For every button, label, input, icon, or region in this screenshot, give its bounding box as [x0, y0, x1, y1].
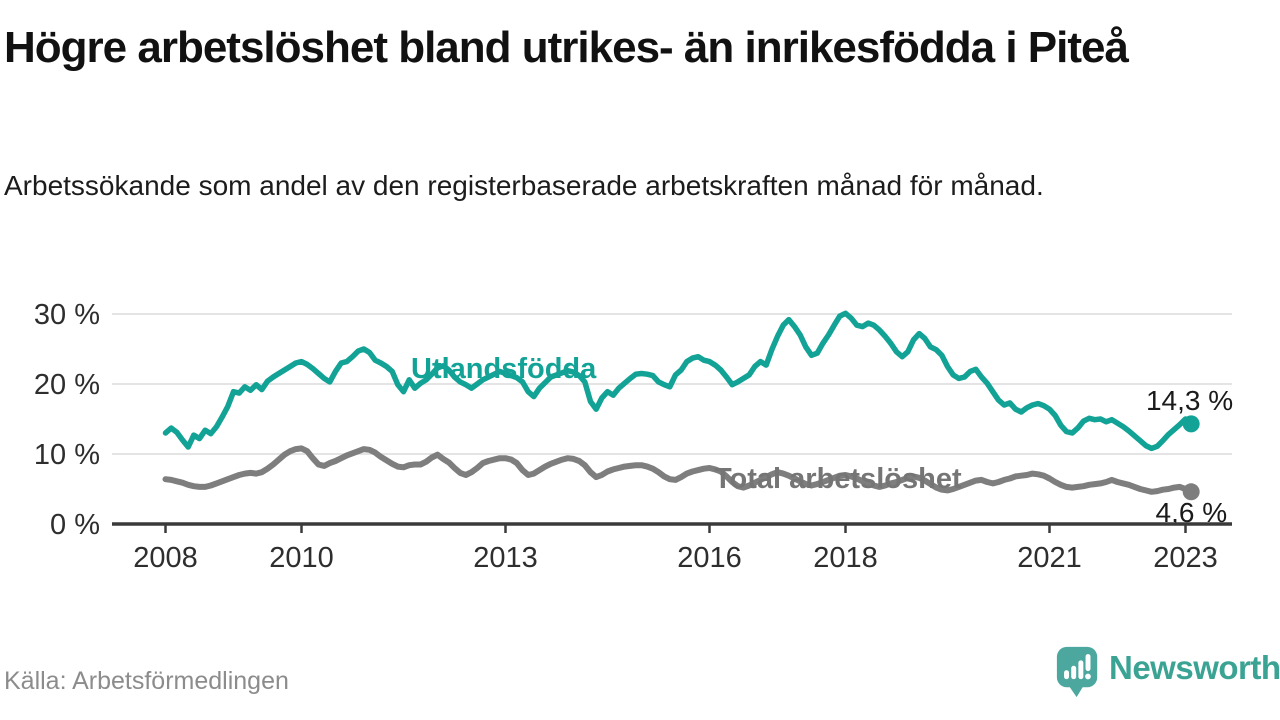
series-line-total [162, 445, 1195, 495]
speech-bubble-bar-chart-icon [1056, 646, 1098, 698]
y-axis-tick-label: 20 % [34, 369, 100, 401]
y-axis-tick-label: 30 % [34, 299, 100, 331]
chart-svg: 0 % 10 % 20 % 30 % Utlandsfödda 14,3 % Total a… [34, 299, 1233, 574]
series-end-dot [1182, 415, 1200, 433]
source-note: Källa: Arbetsförmedlingen [4, 667, 289, 695]
page-subtitle: Arbetssökande som andel av den registerb… [4, 170, 1044, 201]
x-axis-tick-label: 2010 [269, 542, 334, 574]
brand-name: Newsworthy [1109, 649, 1280, 686]
series-end-value-label: 14,3 % [1146, 385, 1233, 416]
x-axis-tick-label: 2018 [813, 542, 878, 574]
line-chart: 0 % 10 % 20 % 30 % Utlandsfödda 14,3 % Total a… [0, 270, 1280, 580]
series-line-utlandsfodda [162, 310, 1194, 452]
x-axis-tick-label: 2013 [473, 542, 538, 574]
newsworthy-logo: Newsworthy [1056, 646, 1280, 698]
x-axis-tick-label: 2023 [1153, 542, 1218, 574]
x-axis-tick-label: 2021 [1017, 542, 1082, 574]
series-end-dot [1182, 483, 1200, 501]
page-title: Högre arbetslöshet bland utrikes- än inr… [4, 23, 1129, 72]
y-axis-tick-label: 0 % [50, 509, 100, 541]
y-axis-tick-label: 10 % [34, 439, 100, 471]
x-axis-tick-label: 2008 [133, 542, 198, 574]
series-label: Utlandsfödda [411, 353, 597, 385]
series-label: Total arbetslöshet [714, 463, 962, 495]
x-axis-tick-label: 2016 [677, 542, 742, 574]
